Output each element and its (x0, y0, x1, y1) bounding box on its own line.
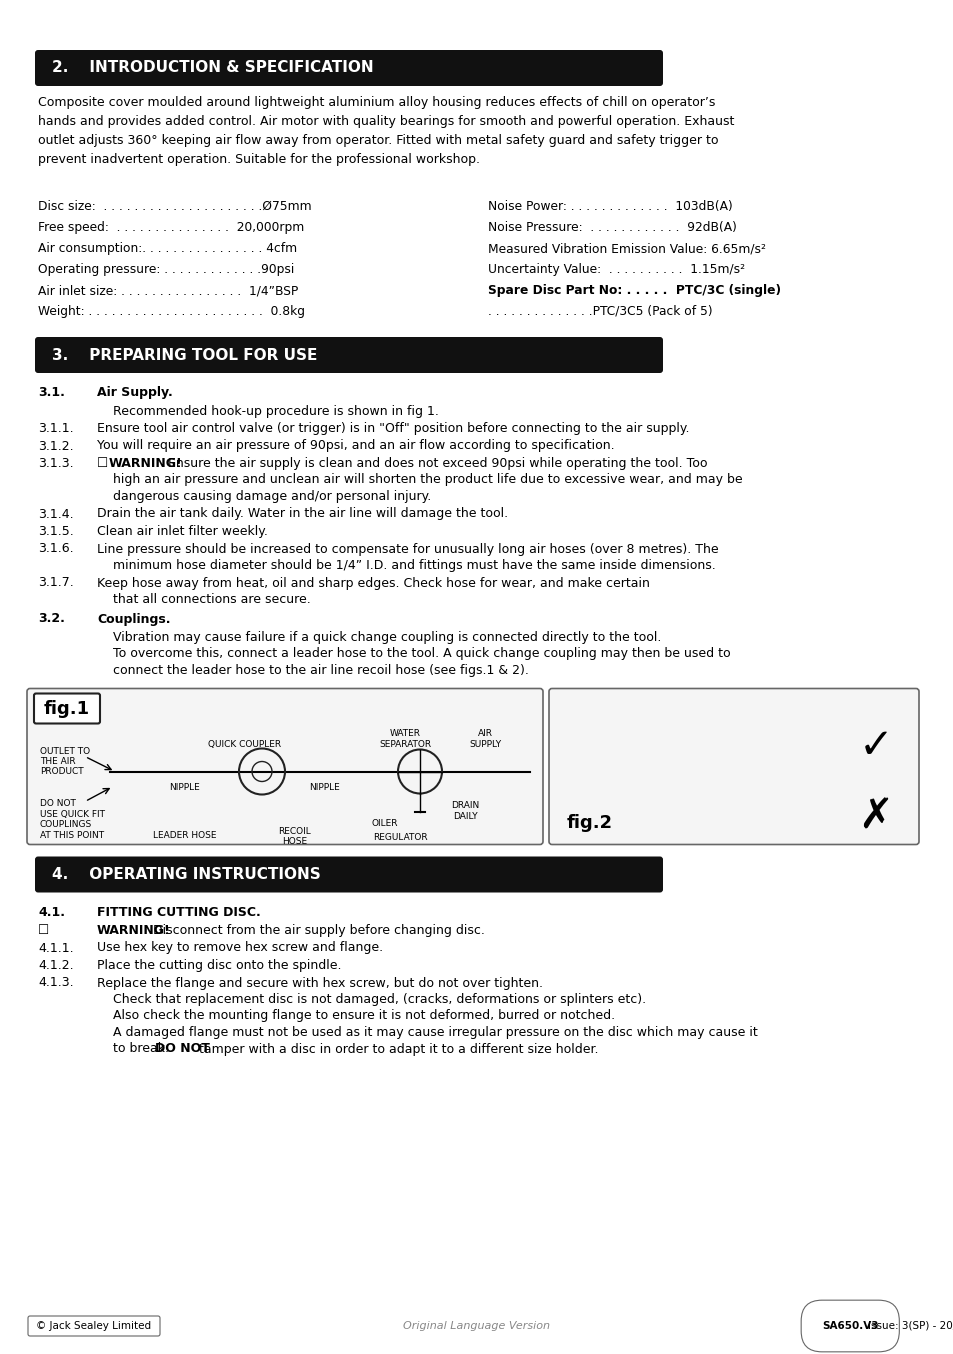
Text: Measured Vibration Emission Value: 6.65m/s²: Measured Vibration Emission Value: 6.65m… (488, 242, 765, 255)
Text: connect the leader hose to the air line recoil hose (see figs.1 & 2).: connect the leader hose to the air line … (112, 663, 528, 677)
Text: 3.1.5.: 3.1.5. (38, 525, 73, 538)
Text: © Jack Sealey Limited: © Jack Sealey Limited (36, 1322, 152, 1331)
Text: 3.    PREPARING TOOL FOR USE: 3. PREPARING TOOL FOR USE (52, 348, 317, 363)
Text: Noise Power: . . . . . . . . . . . . .  103dB(A): Noise Power: . . . . . . . . . . . . . 1… (488, 200, 732, 213)
Text: 4.1.2.: 4.1.2. (38, 959, 73, 972)
Text: ✓: ✓ (858, 726, 893, 768)
Text: Disc size:  . . . . . . . . . . . . . . . . . . . . .Ø75mm: Disc size: . . . . . . . . . . . . . . .… (38, 200, 312, 213)
Text: 3.1.1.: 3.1.1. (38, 422, 73, 435)
Text: ☐: ☐ (38, 923, 50, 937)
Text: Issue: 3(SP) - 20/11/13: Issue: 3(SP) - 20/11/13 (867, 1322, 953, 1331)
Text: Operating pressure: . . . . . . . . . . . . .90psi: Operating pressure: . . . . . . . . . . … (38, 263, 294, 276)
Text: REGULATOR: REGULATOR (373, 834, 427, 842)
Text: To overcome this, connect a leader hose to the tool. A quick change coupling may: To overcome this, connect a leader hose … (112, 647, 730, 661)
Text: WATER
SEPARATOR: WATER SEPARATOR (378, 730, 431, 749)
Text: FITTING CUTTING DISC.: FITTING CUTTING DISC. (97, 906, 260, 918)
Text: WARNING!: WARNING! (97, 923, 171, 937)
Text: 3.1.: 3.1. (38, 386, 65, 399)
Text: minimum hose diameter should be 1/4” I.D. and fittings must have the same inside: minimum hose diameter should be 1/4” I.D… (112, 559, 715, 571)
Text: Replace the flange and secure with hex screw, but do not over tighten.: Replace the flange and secure with hex s… (97, 976, 542, 990)
Text: 3.1.2.: 3.1.2. (38, 440, 73, 452)
Text: Disconnect from the air supply before changing disc.: Disconnect from the air supply before ch… (149, 923, 484, 937)
Text: Noise Pressure:  . . . . . . . . . . . .  92dB(A): Noise Pressure: . . . . . . . . . . . . … (488, 221, 736, 234)
Text: 3.1.7.: 3.1.7. (38, 577, 73, 589)
Text: You will require an air pressure of 90psi, and an air flow according to specific: You will require an air pressure of 90ps… (97, 440, 614, 452)
FancyBboxPatch shape (34, 693, 100, 723)
Text: Vibration may cause failure if a quick change coupling is connected directly to : Vibration may cause failure if a quick c… (112, 631, 660, 645)
Text: SA650.V3: SA650.V3 (821, 1322, 878, 1331)
FancyBboxPatch shape (27, 688, 542, 845)
Text: Ensure tool air control valve (or trigger) is in "Off" position before connectin: Ensure tool air control valve (or trigge… (97, 422, 689, 435)
Text: Also check the mounting flange to ensure it is not deformed, burred or notched.: Also check the mounting flange to ensure… (112, 1010, 615, 1022)
Text: Weight: . . . . . . . . . . . . . . . . . . . . . . .  0.8kg: Weight: . . . . . . . . . . . . . . . . … (38, 305, 305, 318)
Text: Original Language Version: Original Language Version (403, 1322, 550, 1331)
Text: Couplings.: Couplings. (97, 612, 171, 626)
Text: DO NOT
USE QUICK FIT
COUPLINGS
AT THIS POINT: DO NOT USE QUICK FIT COUPLINGS AT THIS P… (40, 799, 105, 839)
Text: Keep hose away from heat, oil and sharp edges. Check hose for wear, and make cer: Keep hose away from heat, oil and sharp … (97, 577, 649, 589)
Text: OUTLET TO
THE AIR
PRODUCT: OUTLET TO THE AIR PRODUCT (40, 746, 90, 776)
Text: NIPPLE: NIPPLE (170, 784, 200, 792)
FancyBboxPatch shape (28, 1316, 160, 1336)
Text: 4.    OPERATING INSTRUCTIONS: 4. OPERATING INSTRUCTIONS (52, 867, 320, 881)
Text: WARNING!: WARNING! (109, 458, 183, 470)
Text: Free speed:  . . . . . . . . . . . . . . .  20,000rpm: Free speed: . . . . . . . . . . . . . . … (38, 221, 304, 234)
Text: OILER: OILER (372, 819, 397, 829)
Text: QUICK COUPLER: QUICK COUPLER (208, 739, 281, 749)
Text: 4.1.3.: 4.1.3. (38, 976, 73, 990)
Text: Air consumption:. . . . . . . . . . . . . . . . 4cfm: Air consumption:. . . . . . . . . . . . … (38, 242, 296, 255)
Text: DO NOT: DO NOT (154, 1043, 210, 1056)
Text: 3.1.4.: 3.1.4. (38, 508, 73, 520)
Text: Recommended hook-up procedure is shown in fig 1.: Recommended hook-up procedure is shown i… (112, 405, 438, 417)
Text: RECOIL
HOSE: RECOIL HOSE (278, 826, 311, 846)
Text: Composite cover moulded around lightweight aluminium alloy housing reduces effec: Composite cover moulded around lightweig… (38, 96, 734, 167)
FancyBboxPatch shape (35, 857, 662, 892)
Text: Air Supply.: Air Supply. (97, 386, 172, 399)
Text: Spare Disc Part No: . . . . .  PTC/3C (single): Spare Disc Part No: . . . . . PTC/3C (si… (488, 284, 781, 297)
Text: Clean air inlet filter weekly.: Clean air inlet filter weekly. (97, 525, 268, 538)
Text: LEADER HOSE: LEADER HOSE (153, 831, 216, 841)
Text: high an air pressure and unclean air will shorten the product life due to excess: high an air pressure and unclean air wil… (112, 474, 741, 486)
Text: . . . . . . . . . . . . . .PTC/3C5 (Pack of 5): . . . . . . . . . . . . . .PTC/3C5 (Pack… (488, 305, 712, 318)
Text: Place the cutting disc onto the spindle.: Place the cutting disc onto the spindle. (97, 959, 341, 972)
Text: fig.2: fig.2 (566, 815, 613, 833)
FancyBboxPatch shape (35, 50, 662, 87)
Text: fig.1: fig.1 (44, 700, 90, 718)
Text: 3.2.: 3.2. (38, 612, 65, 626)
FancyBboxPatch shape (35, 337, 662, 372)
Text: to break.: to break. (112, 1043, 172, 1056)
Text: dangerous causing damage and/or personal injury.: dangerous causing damage and/or personal… (112, 490, 431, 502)
Text: 3.1.6.: 3.1.6. (38, 543, 73, 555)
Text: ☐: ☐ (97, 458, 112, 470)
Text: Check that replacement disc is not damaged, (cracks, deformations or splinters e: Check that replacement disc is not damag… (112, 992, 645, 1006)
Text: 4.1.1.: 4.1.1. (38, 941, 73, 955)
Text: ✗: ✗ (858, 796, 893, 838)
Text: 2.    INTRODUCTION & SPECIFICATION: 2. INTRODUCTION & SPECIFICATION (52, 61, 374, 76)
Text: NIPPLE: NIPPLE (310, 784, 340, 792)
Text: 3.1.3.: 3.1.3. (38, 458, 73, 470)
Text: A damaged flange must not be used as it may cause irregular pressure on the disc: A damaged flange must not be used as it … (112, 1026, 757, 1039)
Text: Air inlet size: . . . . . . . . . . . . . . . .  1/4”BSP: Air inlet size: . . . . . . . . . . . . … (38, 284, 298, 297)
Text: DRAIN
DAILY: DRAIN DAILY (451, 802, 478, 821)
Text: Uncertainty Value:  . . . . . . . . . .  1.15m/s²: Uncertainty Value: . . . . . . . . . . 1… (488, 263, 744, 276)
FancyBboxPatch shape (548, 688, 918, 845)
Text: Drain the air tank daily. Water in the air line will damage the tool.: Drain the air tank daily. Water in the a… (97, 508, 508, 520)
Text: tamper with a disc in order to adapt it to a different size holder.: tamper with a disc in order to adapt it … (194, 1043, 598, 1056)
Text: AIR
SUPPLY: AIR SUPPLY (469, 730, 500, 749)
Text: Use hex key to remove hex screw and flange.: Use hex key to remove hex screw and flan… (97, 941, 383, 955)
Text: Line pressure should be increased to compensate for unusually long air hoses (ov: Line pressure should be increased to com… (97, 543, 718, 555)
Text: 4.1.: 4.1. (38, 906, 65, 918)
Text: Ensure the air supply is clean and does not exceed 90psi while operating the too: Ensure the air supply is clean and does … (164, 458, 707, 470)
Text: that all connections are secure.: that all connections are secure. (112, 593, 311, 607)
